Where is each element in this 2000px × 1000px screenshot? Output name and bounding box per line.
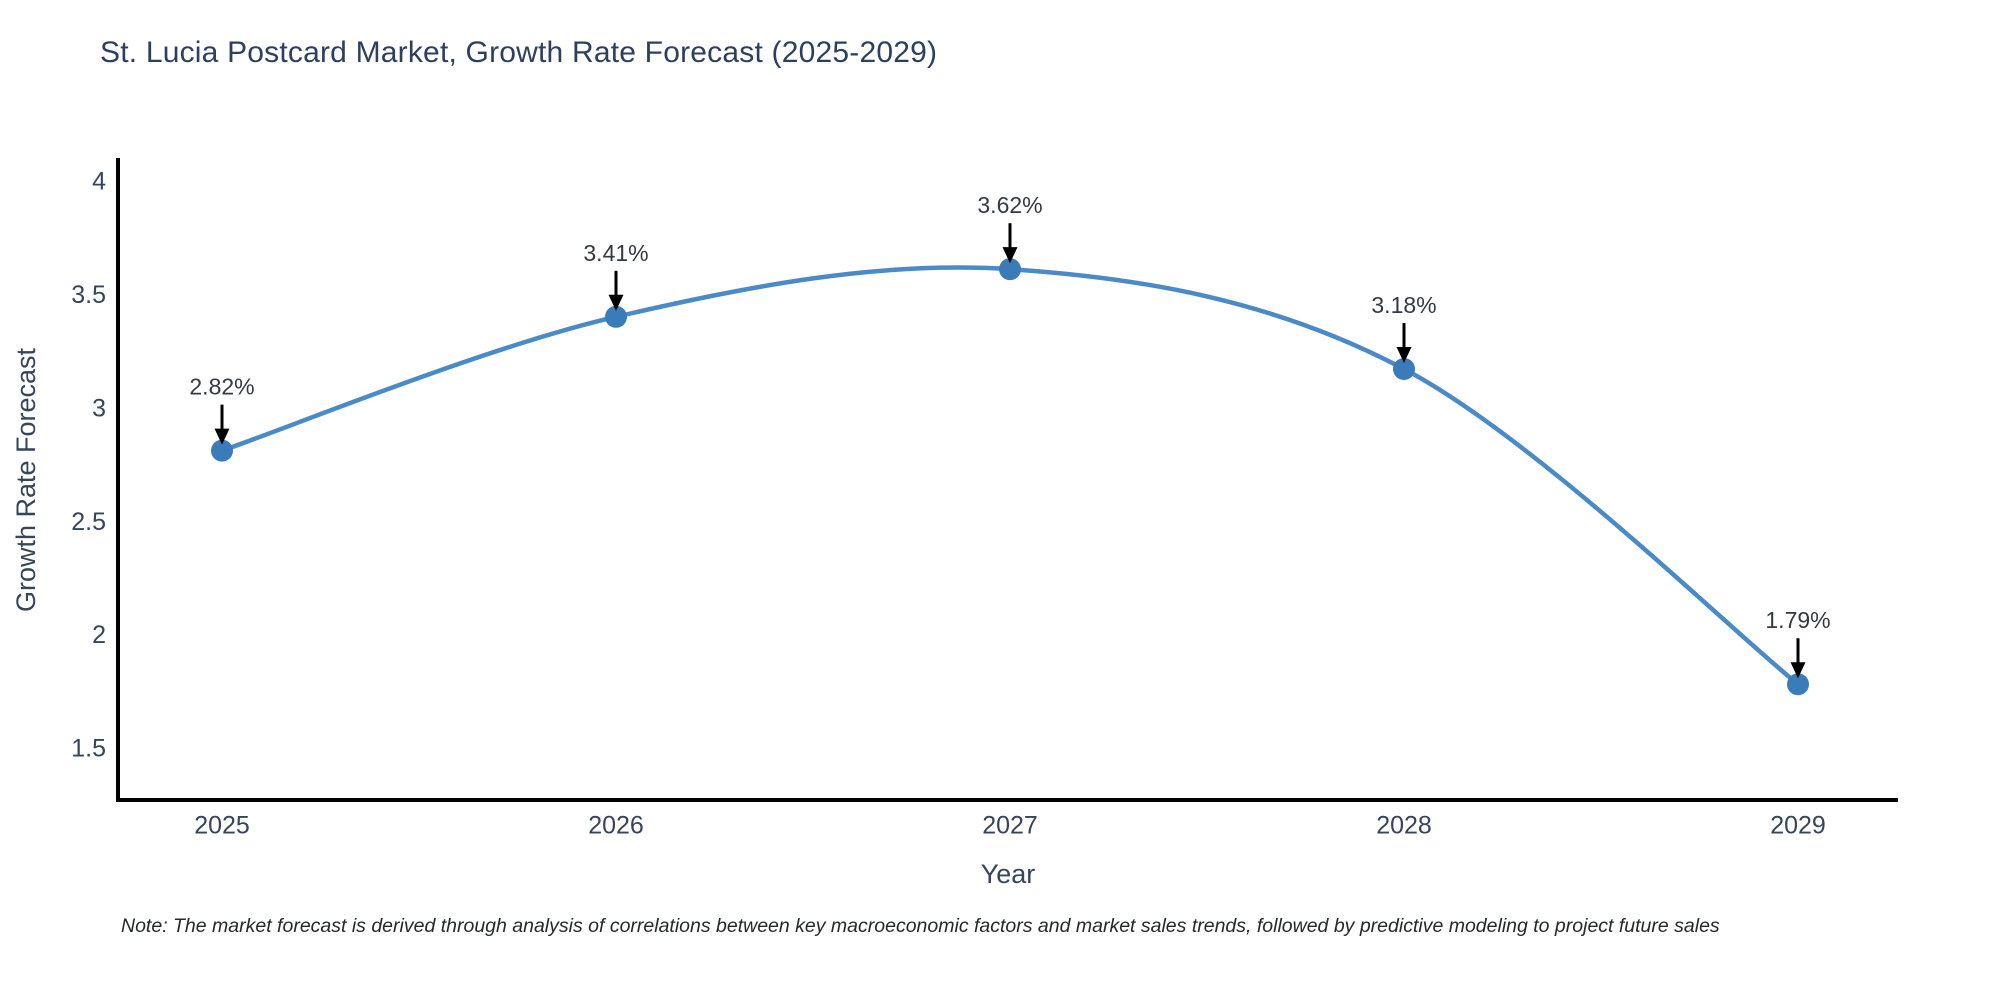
data-point-label: 3.18%	[1371, 292, 1436, 318]
annotation-arrow-head	[608, 294, 624, 311]
x-axis-title: Year	[981, 859, 1036, 889]
y-tick-label: 3.5	[71, 281, 106, 309]
data-point-label: 1.79%	[1765, 607, 1830, 633]
annotation-arrow-head	[1002, 247, 1018, 264]
data-point-marker	[1393, 357, 1415, 380]
y-tick-label: 2.5	[71, 508, 106, 536]
x-tick-label: 2028	[1376, 812, 1432, 840]
y-tick-label: 4	[92, 168, 106, 196]
footnote-text: Note: The market forecast is derived thr…	[121, 915, 1720, 937]
x-tick-label: 2029	[1770, 812, 1826, 840]
data-point-label: 3.62%	[977, 192, 1042, 218]
annotation-arrow-head	[214, 428, 230, 445]
data-point-label: 3.41%	[583, 240, 648, 266]
annotation-arrow-head	[1396, 346, 1412, 363]
y-axis-title: Growth Rate Forecast	[11, 347, 41, 612]
chart-title: St. Lucia Postcard Market, Growth Rate F…	[100, 36, 938, 69]
y-tick-label: 1.5	[71, 735, 106, 763]
y-tick-label: 2	[92, 621, 106, 649]
x-tick-label: 2026	[588, 812, 644, 840]
forecast-spline-line	[219, 265, 1801, 687]
data-point-marker	[1787, 673, 1809, 696]
data-point-label: 2.82%	[189, 374, 254, 400]
data-point-marker	[999, 258, 1021, 281]
x-tick-label: 2027	[982, 812, 1038, 840]
data-point-marker	[605, 305, 627, 328]
x-tick-label: 2025	[194, 812, 250, 840]
annotation-arrow-head	[1790, 662, 1806, 679]
y-tick-label: 3	[92, 394, 106, 422]
data-point-marker	[211, 439, 233, 462]
